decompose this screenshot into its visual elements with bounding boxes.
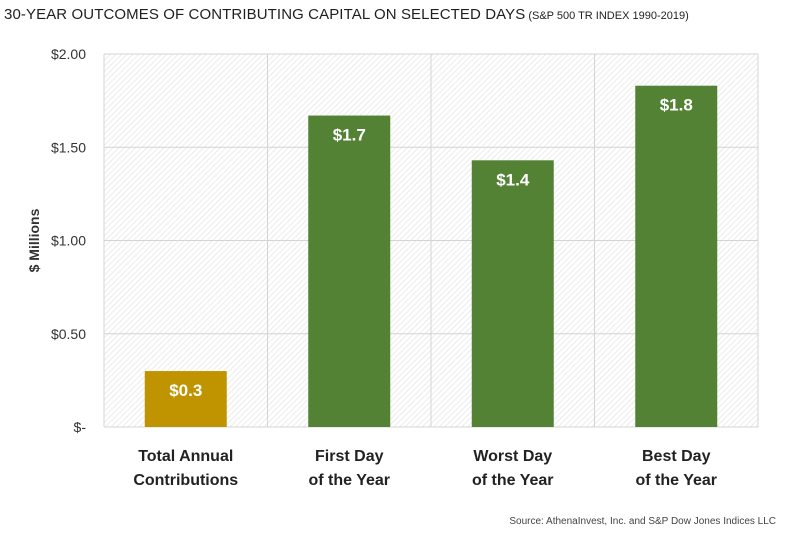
source-note: Source: AthenaInvest, Inc. and S&P Dow J… [509, 516, 776, 527]
x-category-label: Total Annual [138, 448, 233, 465]
y-tick-label: $- [74, 419, 87, 435]
y-axis-label: $ Millions [26, 208, 42, 272]
x-category-label: First Day [315, 448, 384, 465]
bar-value-label: $0.3 [169, 381, 202, 400]
x-category-label: Worst Day [473, 448, 552, 465]
y-tick-label: $0.50 [51, 326, 86, 342]
bar [144, 371, 227, 427]
chart-title: 30-YEAR OUTCOMES OF CONTRIBUTING CAPITAL… [4, 6, 689, 24]
chart-subtitle: (S&P 500 TR INDEX 1990-2019) [528, 10, 689, 22]
x-category-label: of the Year [308, 472, 390, 489]
bars [144, 85, 718, 428]
bar [471, 160, 554, 427]
labels: $- $0.50 $1.00 $1.50 $2.00 $0.3 Total Annual Co… [51, 46, 717, 489]
bar-value-label: $1.7 [333, 126, 366, 145]
y-tick-label: $1.00 [51, 233, 86, 249]
chart-title-main: 30-YEAR OUTCOMES OF CONTRIBUTING CAPITAL… [4, 6, 526, 23]
y-tick-label: $2.00 [51, 46, 86, 62]
bar-value-label: $1.8 [660, 96, 693, 115]
x-category-label: of the Year [635, 472, 717, 489]
bar [635, 85, 718, 427]
x-category-label: Best Day [642, 448, 711, 465]
y-tick-label: $1.50 [51, 139, 86, 155]
bar-value-label: $1.4 [496, 170, 530, 189]
x-category-label: of the Year [472, 472, 554, 489]
bar [308, 115, 391, 428]
x-category-label: Contributions [133, 472, 238, 489]
